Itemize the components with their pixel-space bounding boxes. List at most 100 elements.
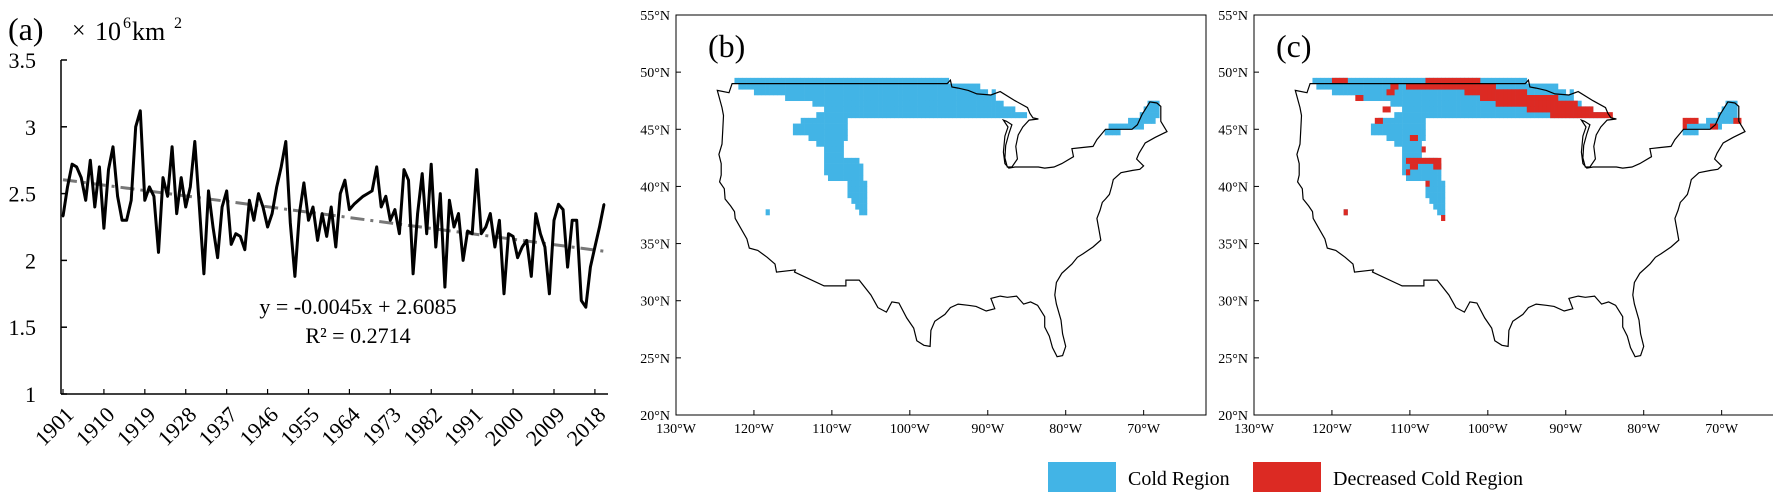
decreased-cell bbox=[1413, 135, 1418, 142]
cold-cell bbox=[1476, 106, 1481, 113]
legend: Cold Region Decreased Cold Region bbox=[1048, 462, 1523, 492]
data-point bbox=[207, 189, 210, 193]
cold-cell bbox=[863, 209, 868, 216]
data-point bbox=[602, 203, 606, 206]
cold-cell bbox=[983, 95, 989, 102]
cold-cell bbox=[847, 112, 852, 119]
cold-cell bbox=[1460, 100, 1465, 107]
lon-tick-label: 100°W bbox=[890, 422, 931, 437]
decreased-cell bbox=[1534, 95, 1539, 102]
cold-cell bbox=[1116, 129, 1121, 136]
cold-cell bbox=[1421, 117, 1426, 124]
cold-cell bbox=[1456, 95, 1461, 102]
cold-cell bbox=[1347, 77, 1352, 84]
cold-cell bbox=[921, 106, 926, 113]
cold-cell bbox=[921, 77, 926, 84]
decreased-cell bbox=[1507, 89, 1512, 96]
cold-cell bbox=[894, 83, 899, 90]
cold-cell bbox=[1421, 100, 1426, 107]
data-point bbox=[220, 205, 224, 209]
cold-cell bbox=[1402, 129, 1407, 136]
decreased-cell bbox=[1530, 106, 1535, 113]
cold-cell bbox=[882, 83, 887, 90]
cold-cell bbox=[827, 89, 833, 96]
decreased-cell bbox=[1464, 89, 1469, 96]
cold-cell bbox=[1421, 169, 1426, 176]
cold-cell bbox=[956, 112, 961, 119]
cold-cell bbox=[808, 135, 813, 142]
cold-cell bbox=[1398, 123, 1403, 130]
cold-cell bbox=[909, 95, 915, 102]
data-point bbox=[225, 189, 228, 193]
cold-cell bbox=[812, 129, 817, 136]
cold-cell bbox=[1382, 83, 1387, 90]
cold-cell bbox=[964, 95, 969, 102]
cold-cell bbox=[1386, 77, 1391, 84]
decreased-cell bbox=[1495, 89, 1500, 96]
cold-cell bbox=[789, 77, 794, 84]
cold-cell bbox=[905, 106, 911, 113]
cold-cell bbox=[909, 89, 915, 96]
data-point bbox=[93, 205, 97, 209]
decreased-cell bbox=[1421, 157, 1426, 164]
cold-cell bbox=[824, 169, 829, 176]
cold-cell bbox=[824, 112, 829, 119]
cold-cell bbox=[929, 89, 934, 96]
cold-cell bbox=[1409, 117, 1415, 124]
cold-cell bbox=[831, 146, 837, 153]
cold-cell bbox=[941, 100, 946, 107]
decreased-cell bbox=[1596, 112, 1602, 119]
cold-cell bbox=[886, 112, 891, 119]
data-point bbox=[189, 185, 192, 189]
cold-cell bbox=[859, 77, 864, 84]
cold-cell bbox=[820, 100, 825, 107]
cold-cell bbox=[1476, 95, 1481, 102]
cold-cell bbox=[761, 77, 766, 84]
cold-cell bbox=[925, 89, 930, 96]
cold-cell bbox=[789, 95, 794, 102]
data-point bbox=[402, 168, 406, 171]
decreased-cell bbox=[1476, 77, 1481, 84]
unit-exponent: 6 bbox=[123, 15, 131, 32]
cold-cell bbox=[1456, 89, 1461, 96]
cold-cell bbox=[855, 192, 860, 199]
cold-cell bbox=[948, 89, 953, 96]
x-tick-label: 1910 bbox=[71, 402, 120, 451]
cold-cell bbox=[1526, 89, 1531, 96]
cold-cell bbox=[1363, 77, 1368, 84]
decreased-cell bbox=[1468, 77, 1473, 84]
cold-cell bbox=[937, 89, 942, 96]
cold-cell bbox=[905, 83, 911, 90]
lat-tick-label: 50°N bbox=[1218, 66, 1248, 81]
cold-cell bbox=[1405, 100, 1411, 107]
decreased-cell bbox=[1386, 89, 1391, 96]
cold-cell bbox=[1405, 112, 1411, 119]
cold-cell bbox=[738, 83, 743, 90]
cold-cell bbox=[1433, 197, 1438, 204]
cold-cell bbox=[859, 197, 864, 204]
cold-cell bbox=[800, 89, 805, 96]
cold-cell bbox=[804, 83, 809, 90]
cold-cell bbox=[909, 100, 915, 107]
data-point bbox=[571, 219, 574, 222]
cold-cell bbox=[1725, 112, 1730, 119]
cold-cell bbox=[995, 100, 1000, 107]
decreased-cell bbox=[1405, 157, 1411, 164]
panel-a-timeseries: (a) × 10 6 km 2 3.5 3 2.5 2 1.5 1 19011910191… bbox=[8, 11, 610, 451]
lat-tick-label: 30°N bbox=[640, 295, 670, 310]
cold-cell bbox=[1534, 89, 1539, 96]
data-point bbox=[320, 212, 324, 215]
cold-cell bbox=[1495, 106, 1500, 113]
cold-cell bbox=[874, 77, 879, 84]
decreased-cell bbox=[1452, 83, 1457, 90]
decreased-cell bbox=[1593, 112, 1598, 119]
cold-cell bbox=[1405, 146, 1411, 153]
data-point bbox=[275, 185, 278, 189]
data-point bbox=[211, 225, 215, 229]
cold-cell bbox=[917, 95, 922, 102]
cold-cell bbox=[1413, 146, 1418, 153]
cold-cell bbox=[835, 140, 840, 147]
data-point bbox=[530, 275, 533, 278]
cold-cell bbox=[1425, 186, 1430, 193]
